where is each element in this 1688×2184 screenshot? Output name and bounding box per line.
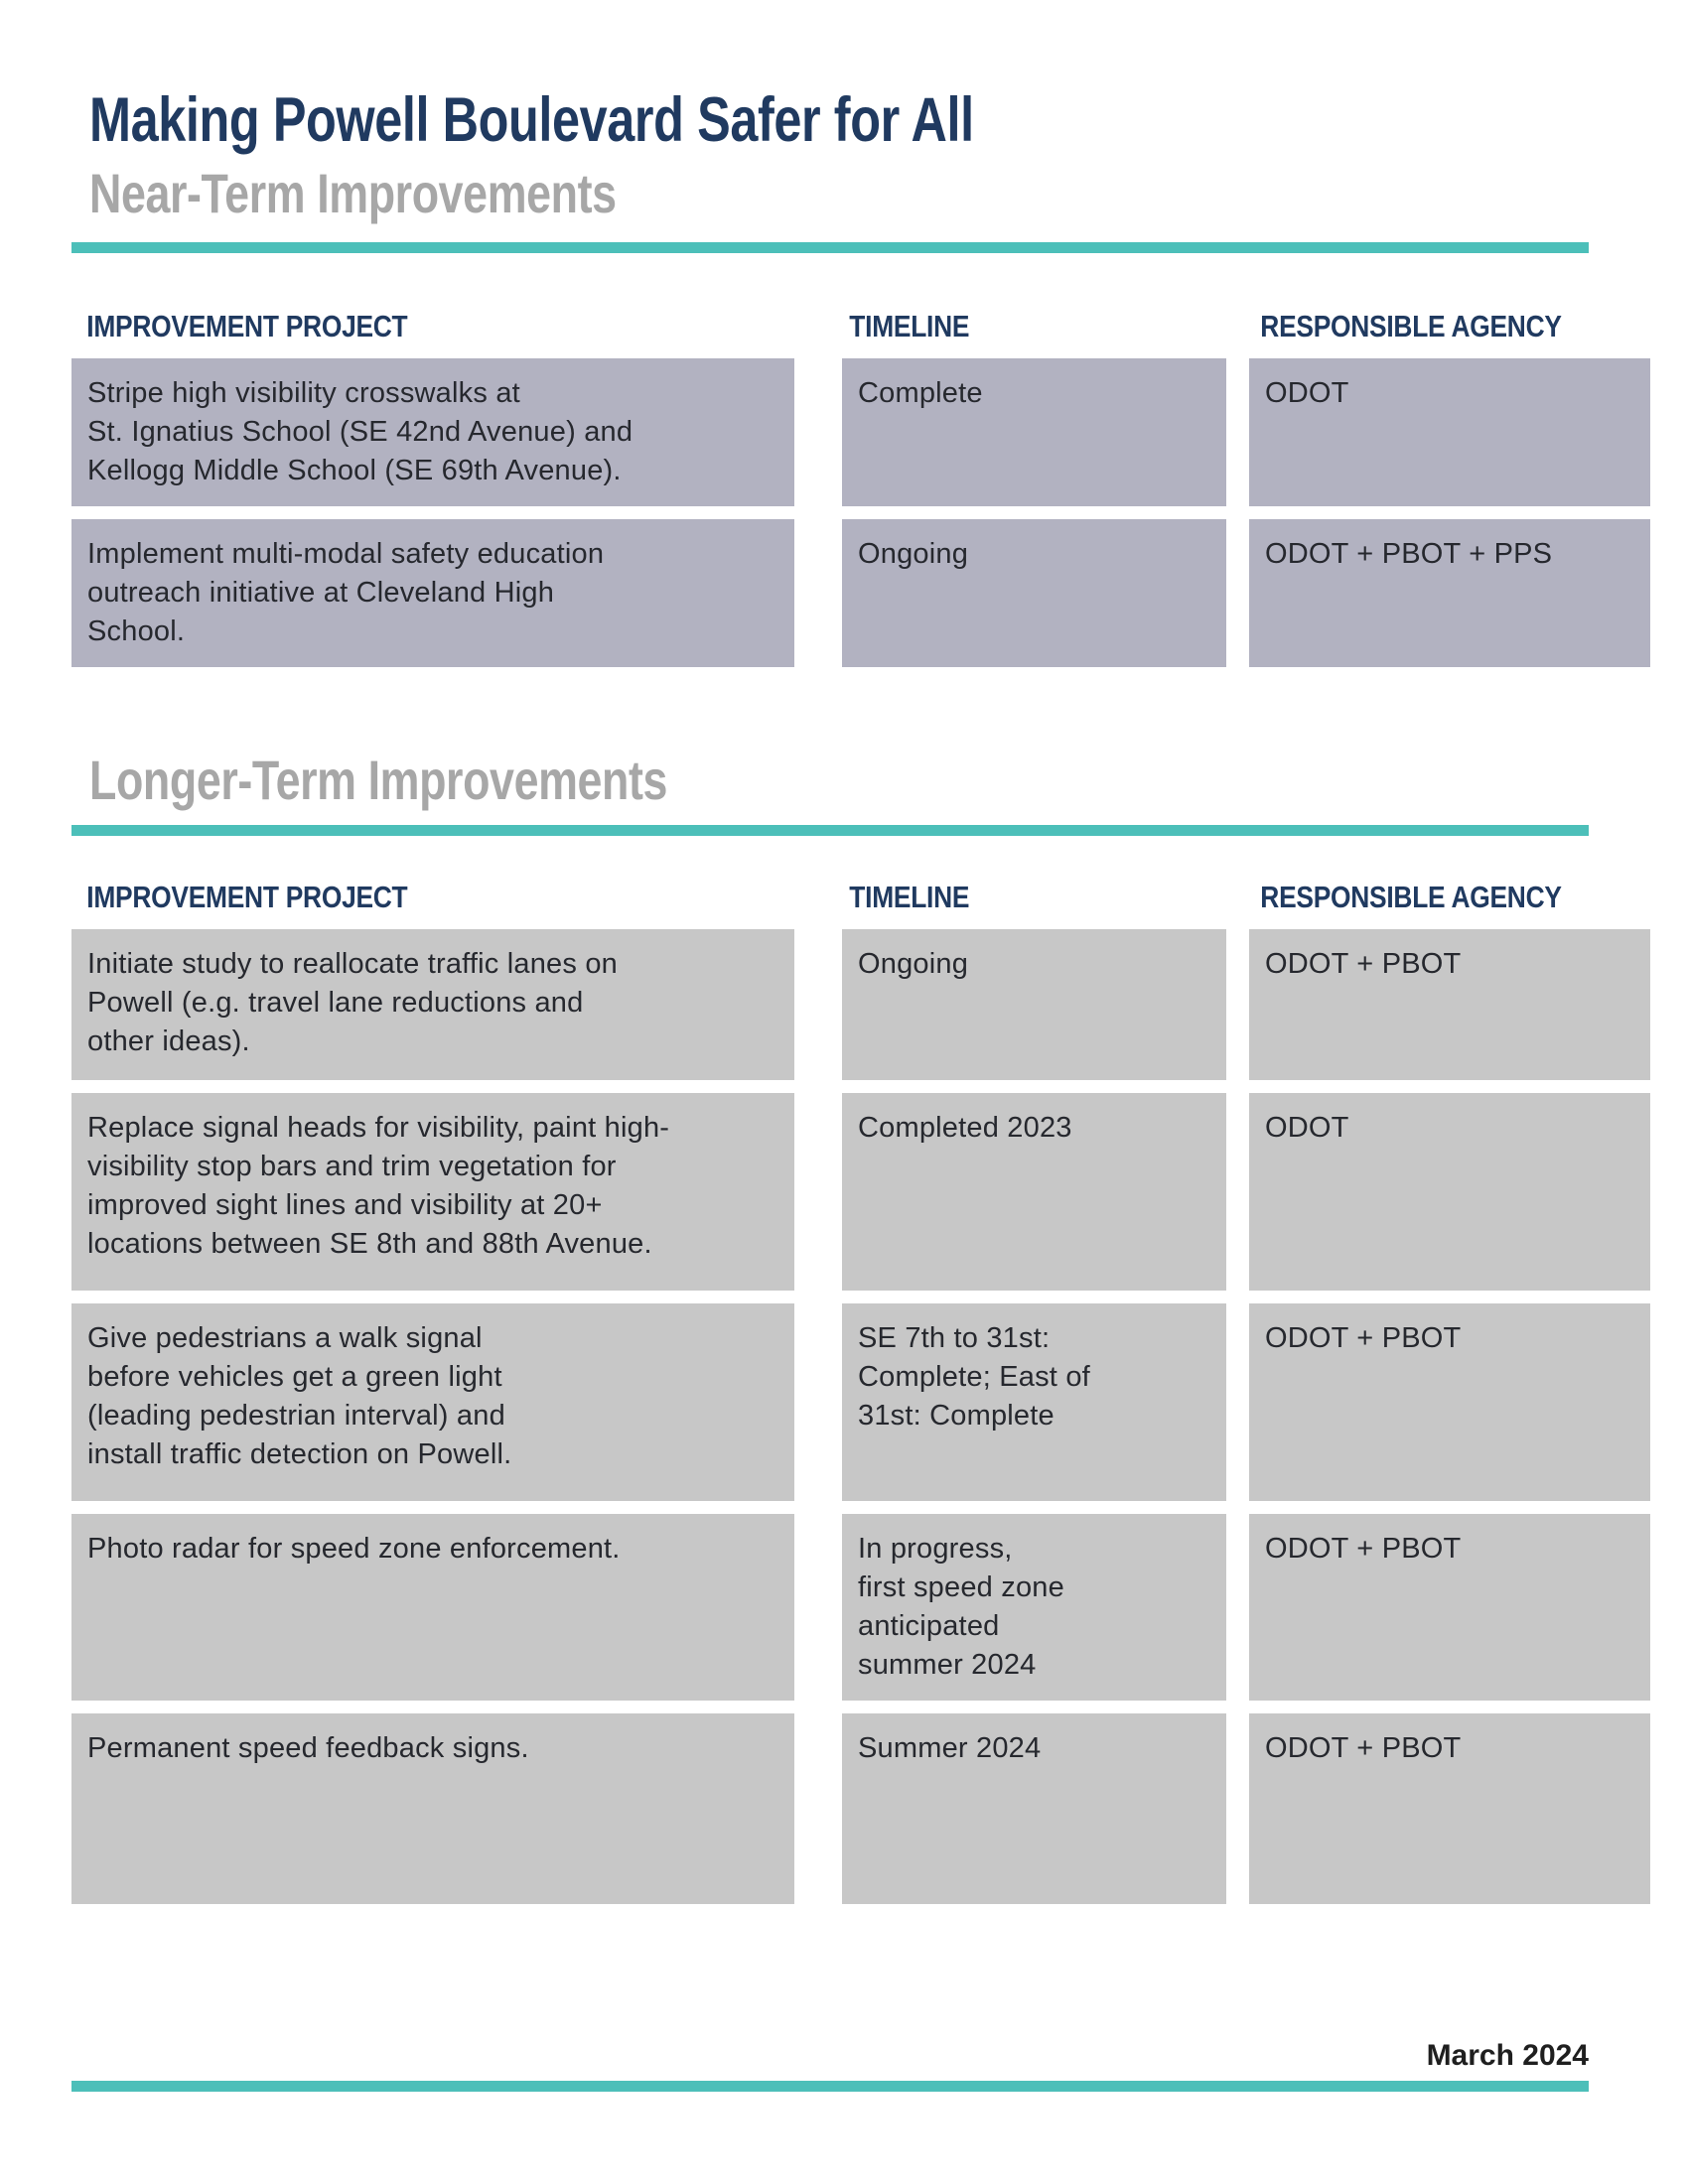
column-header-responsible-agency: RESPONSIBLE AGENCY [1260,309,1563,343]
table-row: Initiate study to reallocate traffic lan… [71,929,1650,1080]
project-cell: Implement multi-modal safety education o… [71,519,794,667]
agency-cell: ODOT + PBOT + PPS [1249,519,1650,667]
section-heading-near-term: Near-Term Improvements [89,162,617,224]
agency-cell: ODOT [1249,358,1650,506]
column-header-improvement-project: IMPROVEMENT PROJECT [86,309,408,343]
agency-cell: ODOT + PBOT [1249,1514,1650,1701]
longer-term-table: IMPROVEMENT PROJECT TIMELINE RESPONSIBLE A… [71,880,1650,1904]
teal-divider-near-term [71,242,1589,253]
timeline-cell: In progress, first speed zone anticipate… [842,1514,1226,1701]
near-term-table: IMPROVEMENT PROJECT TIMELINE RESPONSIBLE A… [71,309,1650,667]
timeline-cell: Completed 2023 [842,1093,1226,1291]
table-row: Implement multi-modal safety education o… [71,519,1650,667]
page-content: Making Powell Boulevard Safer for All Ne… [71,0,1650,1917]
column-header-improvement-project: IMPROVEMENT PROJECT [86,880,408,914]
table-row: Stripe high visibility crosswalks at St.… [71,358,1650,506]
longer-term-section: Longer-Term Improvements IMPROVEMENT PRO… [71,680,1650,1904]
table-row: Permanent speed feedback signs. Summer 20… [71,1713,1650,1904]
project-cell: Stripe high visibility crosswalks at St.… [71,358,794,506]
agency-cell: ODOT + PBOT [1249,929,1650,1080]
table-row: Give pedestrians a walk signal before ve… [71,1303,1650,1501]
column-header-responsible-agency: RESPONSIBLE AGENCY [1260,880,1563,914]
project-cell: Photo radar for speed zone enforcement. [71,1514,794,1701]
timeline-cell: Ongoing [842,519,1226,667]
teal-divider-longer-term [71,825,1589,836]
timeline-cell: Complete [842,358,1226,506]
title-block: Making Powell Boulevard Safer for All [71,0,1650,155]
column-header-row: IMPROVEMENT PROJECT TIMELINE RESPONSIBLE A… [71,309,1650,344]
project-cell: Replace signal heads for visibility, pai… [71,1093,794,1291]
near-term-section: Near-Term Improvements IMPROVEMENT PROJE… [71,155,1650,667]
project-cell: Initiate study to reallocate traffic lan… [71,929,794,1080]
timeline-cell: Ongoing [842,929,1226,1080]
timeline-cell: SE 7th to 31st: Complete; East of 31st: … [842,1303,1226,1501]
footer-date: March 2024 [1426,2039,1589,2072]
agency-cell: ODOT + PBOT [1249,1303,1650,1501]
agency-cell: ODOT + PBOT [1249,1713,1650,1904]
project-cell: Permanent speed feedback signs. [71,1713,794,1904]
table-row: Replace signal heads for visibility, pai… [71,1093,1650,1291]
page-title: Making Powell Boulevard Safer for All [89,85,974,155]
column-header-timeline: TIMELINE [849,309,970,343]
column-header-row: IMPROVEMENT PROJECT TIMELINE RESPONSIBLE A… [71,880,1650,915]
teal-divider-bottom [71,2081,1589,2092]
timeline-cell: Summer 2024 [842,1713,1226,1904]
section-heading-longer-term: Longer-Term Improvements [89,749,668,811]
column-header-timeline: TIMELINE [849,880,970,914]
table-row: Photo radar for speed zone enforcement. I… [71,1514,1650,1701]
project-cell: Give pedestrians a walk signal before ve… [71,1303,794,1501]
agency-cell: ODOT [1249,1093,1650,1291]
